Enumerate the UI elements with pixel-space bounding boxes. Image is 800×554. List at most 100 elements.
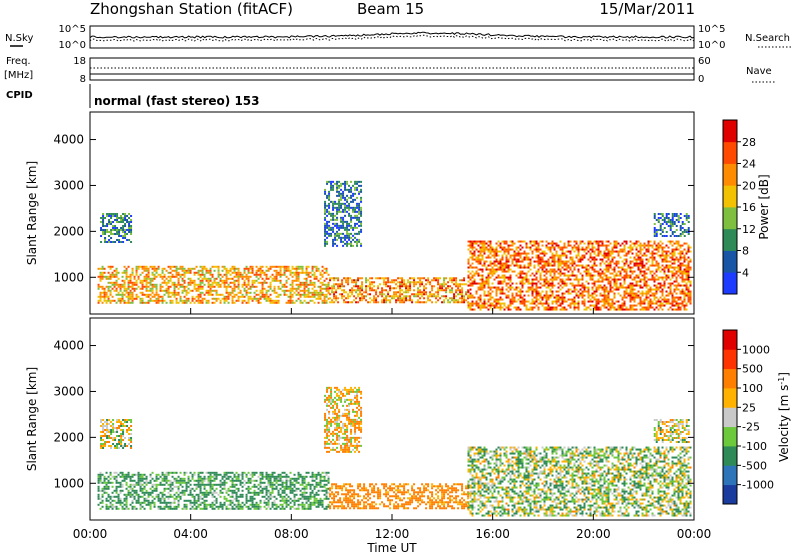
- echo-cell: [155, 293, 158, 296]
- echo-cell: [99, 267, 102, 270]
- echo-cell: [571, 256, 574, 259]
- echo-cell: [571, 274, 574, 277]
- echo-cell: [663, 246, 666, 249]
- echo-cell: [119, 475, 122, 478]
- echo-cell: [277, 299, 280, 302]
- echo-cell: [265, 291, 268, 294]
- echo-cell: [361, 283, 364, 286]
- echo-cell: [345, 277, 348, 280]
- echo-cell: [537, 256, 540, 259]
- echo-cell: [605, 290, 608, 293]
- echo-cell: [145, 483, 148, 486]
- echo-cell: [453, 279, 456, 282]
- echo-cell: [565, 250, 568, 253]
- echo-cell: [561, 286, 564, 289]
- echo-cell: [354, 224, 357, 227]
- echo-cell: [407, 279, 410, 282]
- echo-cell: [485, 260, 488, 263]
- echo-cell: [657, 246, 660, 249]
- echo-cell: [341, 293, 344, 296]
- echo-cell: [571, 262, 574, 265]
- echo-cell: [667, 221, 670, 223]
- echo-cell: [169, 479, 172, 482]
- echo-cell: [338, 236, 341, 239]
- echo-cell: [147, 277, 150, 280]
- echo-cell: [357, 277, 360, 280]
- echo-cell: [553, 246, 556, 249]
- echo-cell: [685, 213, 688, 215]
- echo-cell: [305, 271, 308, 274]
- echo-cell: [141, 293, 144, 296]
- echo-cell: [332, 200, 335, 203]
- echo-cell: [677, 308, 680, 311]
- echo-cell: [332, 188, 335, 191]
- echo-cell: [111, 481, 114, 484]
- echo-cell: [165, 269, 168, 272]
- echo-cell: [332, 186, 335, 189]
- echo-cell: [397, 295, 400, 298]
- echo-cell: [577, 284, 580, 287]
- echo-cell: [311, 265, 314, 268]
- echo-cell: [477, 286, 480, 289]
- echo-cell: [401, 283, 404, 286]
- echo-cell: [537, 254, 540, 257]
- echo-cell: [163, 499, 166, 502]
- echo-cell: [521, 240, 524, 243]
- echo-cell: [489, 286, 492, 289]
- echo-cell: [409, 281, 412, 284]
- echo-cell: [345, 301, 348, 304]
- echo-cell: [675, 213, 678, 215]
- echo-cell: [591, 242, 594, 245]
- echo-cell: [673, 268, 676, 271]
- echo-cell: [163, 497, 166, 500]
- echo-cell: [247, 291, 250, 294]
- echo-cell: [599, 308, 602, 311]
- echo-cell: [205, 269, 208, 272]
- echo-cell: [373, 299, 376, 302]
- echo-cell: [551, 306, 554, 309]
- echo-cell: [373, 285, 376, 288]
- echo-cell: [423, 289, 426, 292]
- echo-cell: [325, 271, 328, 274]
- echo-cell: [609, 266, 612, 269]
- echo-cell: [167, 285, 170, 288]
- echo-cell: [521, 286, 524, 289]
- echo-cell: [350, 224, 353, 227]
- echo-cell: [501, 306, 504, 309]
- echo-cell: [495, 306, 498, 309]
- echo-cell: [671, 266, 674, 269]
- echo-cell: [605, 296, 608, 299]
- echo-cell: [171, 301, 174, 304]
- echo-cell: [387, 293, 390, 296]
- echo-cell: [627, 246, 630, 249]
- echo-cell: [153, 265, 156, 268]
- echo-cell: [467, 306, 470, 309]
- echo-cell: [381, 295, 384, 298]
- echo-cell: [665, 294, 668, 297]
- echo-cell: [659, 229, 662, 231]
- echo-cell: [563, 260, 566, 263]
- echo-cell: [128, 239, 131, 241]
- echo-cell: [493, 254, 496, 257]
- echo-cell: [669, 252, 672, 255]
- echo-cell: [295, 279, 298, 282]
- echo-cell: [109, 495, 112, 498]
- echo-cell: [551, 246, 554, 249]
- echo-cell: [623, 304, 626, 307]
- echo-cell: [227, 271, 230, 274]
- echo-cell: [473, 272, 476, 275]
- echo-cell: [223, 279, 226, 282]
- echo-cell: [667, 292, 670, 295]
- colorbar-tick-label: 16: [742, 201, 756, 214]
- echo-cell: [125, 301, 128, 304]
- echo-cell: [167, 289, 170, 292]
- echo-cell: [163, 483, 166, 486]
- echo-cell: [407, 295, 410, 298]
- echo-cell: [571, 302, 574, 305]
- echo-cell: [110, 217, 113, 219]
- echo-cell: [109, 277, 112, 280]
- echo-cell: [609, 298, 612, 301]
- echo-cell: [393, 279, 396, 282]
- echo-cell: [213, 301, 216, 304]
- echo-cell: [673, 266, 676, 269]
